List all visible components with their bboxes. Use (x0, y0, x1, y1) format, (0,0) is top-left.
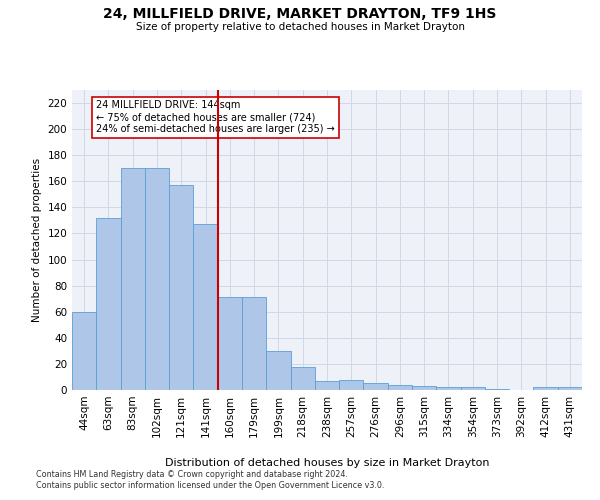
Bar (193, 224, 218, 390)
Bar (436, 388, 461, 390)
Bar (121, 168, 145, 390)
Bar (145, 168, 169, 390)
Bar (485, 388, 509, 390)
Bar (315, 381, 339, 390)
Bar (72, 312, 96, 390)
Bar (266, 351, 290, 390)
Text: Contains HM Land Registry data © Crown copyright and database right 2024.: Contains HM Land Registry data © Crown c… (36, 470, 348, 479)
Text: Distribution of detached houses by size in Market Drayton: Distribution of detached houses by size … (165, 458, 489, 468)
Bar (169, 185, 193, 390)
Bar (533, 388, 558, 390)
Text: 24 MILLFIELD DRIVE: 144sqm
← 75% of detached houses are smaller (724)
24% of sem: 24 MILLFIELD DRIVE: 144sqm ← 75% of deta… (96, 100, 335, 134)
Bar (96, 218, 121, 390)
Y-axis label: Number of detached properties: Number of detached properties (32, 158, 42, 322)
Bar (412, 386, 436, 390)
Bar (218, 298, 242, 390)
Bar (388, 385, 412, 390)
Bar (558, 388, 582, 390)
Text: Size of property relative to detached houses in Market Drayton: Size of property relative to detached ho… (136, 22, 464, 32)
Text: 24, MILLFIELD DRIVE, MARKET DRAYTON, TF9 1HS: 24, MILLFIELD DRIVE, MARKET DRAYTON, TF9… (103, 8, 497, 22)
Text: Contains public sector information licensed under the Open Government Licence v3: Contains public sector information licen… (36, 481, 385, 490)
Bar (364, 384, 388, 390)
Bar (461, 388, 485, 390)
Bar (290, 366, 315, 390)
Bar (339, 380, 364, 390)
Bar (242, 298, 266, 390)
